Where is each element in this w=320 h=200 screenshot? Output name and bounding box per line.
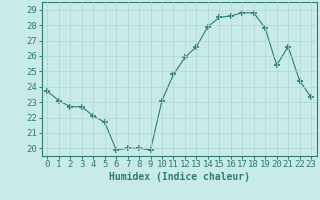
X-axis label: Humidex (Indice chaleur): Humidex (Indice chaleur) (109, 172, 250, 182)
